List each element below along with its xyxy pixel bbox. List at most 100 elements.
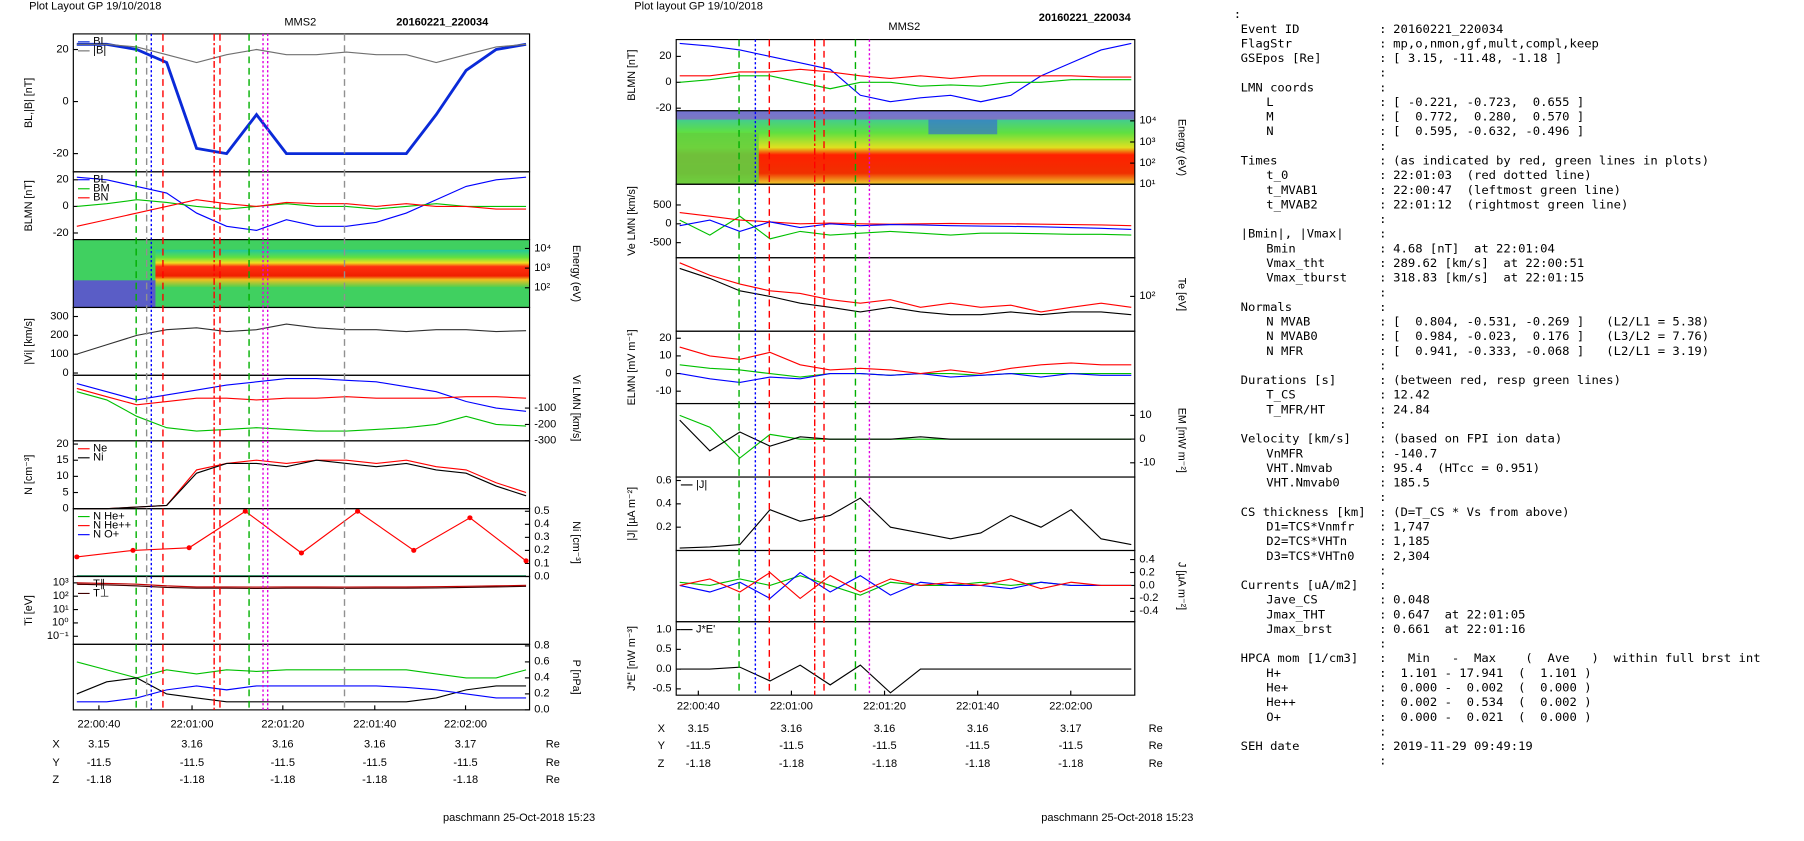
x-tick-label: 22:01:00 xyxy=(171,719,214,731)
y-tick-label: 20 xyxy=(56,438,68,450)
y-tick-label: 10³ xyxy=(534,262,550,274)
separator: : xyxy=(1379,476,1386,490)
separator: : xyxy=(1379,593,1386,607)
info-key: He+ xyxy=(1266,681,1288,695)
series-line xyxy=(679,571,1132,600)
layout-label: Plot Layout GP 19/10/2018 xyxy=(29,1,161,13)
y-axis-label: Ti [eV] xyxy=(23,595,35,626)
footer: paschmann 25-Oct-2018 15:23 xyxy=(443,812,595,824)
series-line xyxy=(76,677,527,703)
info-value: 4.68 [nT] at 22:01:04 xyxy=(1393,242,1555,256)
info-value: 22:01:12 (rightmost green line) xyxy=(1393,198,1628,212)
y-tick-label: 0.5 xyxy=(534,505,549,517)
info-key: FlagStr xyxy=(1241,37,1292,51)
separator: : xyxy=(1379,564,1386,578)
info-key: t_MVAB1 xyxy=(1266,183,1317,197)
y-tick-label: 0.6 xyxy=(656,474,671,486)
spectrogram-patch xyxy=(928,119,998,135)
x-tick-label: 22:01:20 xyxy=(261,719,304,731)
y-axis-label: P [nPa] xyxy=(570,660,582,695)
position-cell: Re xyxy=(1149,723,1163,735)
info-value: 0.661 at 22:01:16 xyxy=(1393,622,1525,636)
legend-label: Ni xyxy=(93,452,103,464)
event-title: 20160221_220034 xyxy=(1039,12,1131,24)
panel: 10⁴ 10³ 10² 10¹ Energy (eV) xyxy=(675,110,1188,190)
separator: : xyxy=(1379,681,1386,695)
legend-label: BL xyxy=(93,174,107,186)
position-cell: -11.5 xyxy=(180,757,204,769)
info-key: Currents [uA/m2] xyxy=(1241,578,1359,592)
y-axis-label: BL,|B| [nT] xyxy=(23,78,35,128)
y-axis-label: ELMN [mV m⁻¹] xyxy=(626,329,638,405)
y-tick-label: 10⁴ xyxy=(534,242,551,254)
separator: : xyxy=(1379,359,1386,373)
separator: : xyxy=(1379,168,1386,182)
position-cell: Z xyxy=(52,774,59,786)
info-value: [ 0.595, -0.632, -0.496 ] xyxy=(1393,124,1584,138)
data-point xyxy=(74,554,80,560)
legend-label: J*E' xyxy=(696,624,715,636)
info-key: T_MFR/HT xyxy=(1266,403,1325,417)
y-tick-label: 0.0 xyxy=(1139,579,1154,591)
info-value: 20160221_220034 xyxy=(1393,22,1503,36)
y-axis-label: BLMN [nT] xyxy=(23,180,35,231)
info-key: t_0 xyxy=(1266,168,1288,182)
info-value: 1,185 xyxy=(1393,534,1430,548)
separator: : xyxy=(1379,754,1386,768)
panel: 0.40.20.0-0.2-0.4 J [µA m⁻²] xyxy=(675,549,1188,623)
panel-frame xyxy=(675,183,1136,259)
separator: : xyxy=(1379,110,1386,124)
y-tick-label: -20 xyxy=(656,102,672,114)
separator: : xyxy=(1379,461,1386,475)
position-cell: Y xyxy=(52,757,60,769)
y-tick-label: 0 xyxy=(63,200,69,212)
position-cell: -1.18 xyxy=(872,758,897,770)
legend-label: BN xyxy=(93,192,108,204)
y-tick-label: -0.2 xyxy=(1139,592,1158,604)
position-cell: -11.5 xyxy=(872,740,896,752)
position-cell: 3.16 xyxy=(967,723,988,735)
series-line xyxy=(679,414,1132,459)
legend-label: |B| xyxy=(93,45,106,57)
x-tick-label: 22:01:20 xyxy=(863,700,906,712)
y-tick-label: -20 xyxy=(53,227,69,239)
info-value: -140.7 xyxy=(1393,446,1437,460)
y-tick-label: 200 xyxy=(50,329,68,341)
info-value: 95.4 (HTcc = 0.951) xyxy=(1393,461,1540,475)
panel-frame xyxy=(675,257,1136,332)
position-cell: Y xyxy=(658,740,666,752)
panel: 10⁴ 10³ 10² Energy (eV) xyxy=(72,239,582,309)
separator: : xyxy=(1379,344,1386,358)
separator: : xyxy=(1379,242,1386,256)
panel: 20 0 -20 BL,|B| [nT] BL|B| xyxy=(23,33,531,173)
legend-label: T⊥ xyxy=(93,587,109,599)
panel: 0.8 0.6 0.4 0.2 0.0 P [nPa] xyxy=(72,640,582,716)
info-value: 2,304 xyxy=(1393,549,1430,563)
series-line xyxy=(679,497,1132,549)
position-cell: -1.18 xyxy=(686,758,711,770)
separator: : xyxy=(1379,139,1386,153)
data-point xyxy=(355,508,361,514)
separator: : xyxy=(1379,446,1386,460)
panel-frame xyxy=(72,643,531,711)
separator: : xyxy=(1379,198,1386,212)
spectrogram-low xyxy=(73,280,156,308)
position-cell: -11.5 xyxy=(686,740,710,752)
y-tick-label: 0.2 xyxy=(534,544,549,556)
y-tick-label: -100 xyxy=(534,402,556,414)
separator: : xyxy=(1379,607,1386,621)
legend-label: BM xyxy=(93,183,110,195)
info-key: VnMFR xyxy=(1266,446,1304,460)
position-cell: 3.16 xyxy=(781,723,802,735)
info-key: GSEpos [Re] xyxy=(1241,51,1322,65)
position-cell: -1.18 xyxy=(179,774,204,786)
position-cell: X xyxy=(658,723,666,735)
series-line xyxy=(76,199,527,210)
panel: 500 0 -500 Ve LMN [km/s] xyxy=(626,183,1136,259)
x-tick-label: 22:00:40 xyxy=(77,719,120,731)
spectrogram-top xyxy=(676,110,1135,120)
x-tick-label: 22:01:00 xyxy=(770,700,813,712)
